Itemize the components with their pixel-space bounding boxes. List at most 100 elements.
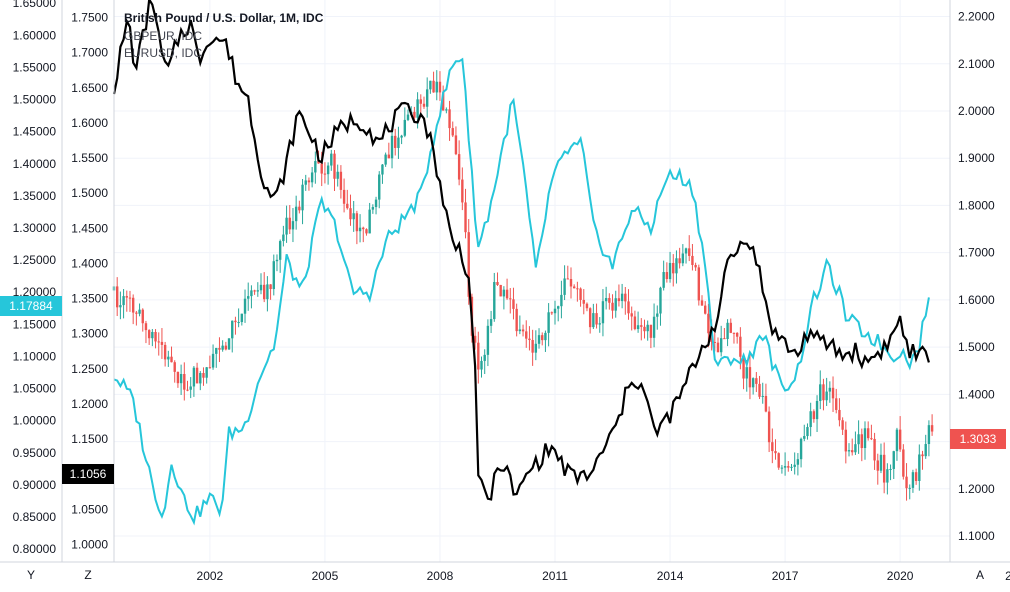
candle-body <box>879 454 883 471</box>
candle-body <box>614 298 617 311</box>
candle-body <box>742 356 745 379</box>
candle-body <box>806 427 809 437</box>
candle-body <box>656 313 659 317</box>
candle-body <box>227 338 231 350</box>
candle-body <box>566 278 569 280</box>
x-axis[interactable]: 2002 2005 2008 2011 2014 2017 2020 202 <box>197 569 1010 583</box>
y-axis-left-inner[interactable]: 1.7500 1.7000 1.6500 1.6000 1.5500 1.5000 1.45… <box>71 11 108 552</box>
candle-body <box>518 329 522 332</box>
candle-body <box>499 284 502 297</box>
candle-body <box>221 345 224 350</box>
candle-body <box>633 316 637 330</box>
candle-body <box>560 294 563 307</box>
candle-body <box>122 296 125 306</box>
y-left-inner-tick: 1.3000 <box>71 327 108 341</box>
y-left-outer-tick: 1.10000 <box>13 349 57 363</box>
candle-body <box>905 476 908 489</box>
candle-body <box>557 306 560 309</box>
candle-body <box>866 428 870 439</box>
candle-body <box>512 299 515 309</box>
candle-body <box>505 289 509 299</box>
candle-body <box>876 460 879 471</box>
candle-body <box>285 217 288 235</box>
candle-body <box>611 302 614 311</box>
candle-body <box>617 298 621 302</box>
candle-body <box>374 199 378 208</box>
corner-label-y[interactable]: Y <box>27 568 35 582</box>
candle-body <box>384 154 387 165</box>
badge-gbpusd-text: 1.3033 <box>960 432 997 446</box>
candle-body <box>243 298 247 314</box>
candle-body <box>211 353 215 368</box>
candle-body <box>764 395 768 412</box>
candle-body <box>863 428 867 449</box>
candle-body <box>323 173 327 175</box>
candle-body <box>694 264 697 268</box>
candle-body <box>537 335 541 344</box>
candle-body <box>819 384 822 401</box>
candle-body <box>534 343 538 353</box>
candle-body <box>688 248 691 256</box>
candle-body <box>659 287 662 314</box>
candle-body <box>684 248 688 254</box>
candle-body <box>598 323 601 325</box>
candle-body <box>259 284 263 291</box>
candle-body <box>921 454 924 457</box>
candle-body <box>183 373 186 390</box>
candle-body <box>854 444 857 453</box>
candle-body <box>403 119 407 136</box>
candle-body <box>192 367 196 387</box>
candle-body <box>672 262 675 274</box>
candle-body <box>735 332 739 337</box>
candle-body <box>914 472 918 481</box>
x-tick: 2017 <box>772 569 799 583</box>
candle-body <box>790 466 793 468</box>
candle-body <box>515 308 518 332</box>
candle-body <box>665 272 669 280</box>
legend-main-title: British Pound / U.S. Dollar, 1M, IDC <box>124 11 324 25</box>
y-left-outer-tick: 1.05000 <box>13 382 57 396</box>
y-left-outer-tick: 1.20000 <box>13 285 57 299</box>
candle-body <box>767 411 771 443</box>
candle-body <box>713 341 716 343</box>
y-left-inner-tick: 1.2500 <box>71 362 108 376</box>
candle-body <box>870 438 873 440</box>
candle-body <box>352 213 355 220</box>
candle-body <box>215 347 218 354</box>
candle-body <box>835 398 838 410</box>
candle-body <box>199 373 202 384</box>
candle-body <box>553 308 557 314</box>
y-left-outer-tick: 0.95000 <box>13 446 57 460</box>
candle-body <box>422 103 426 107</box>
candle-body <box>918 454 921 481</box>
y-left-inner-tick: 1.7500 <box>71 11 108 25</box>
candle-body <box>668 262 672 280</box>
candle-body <box>131 297 135 313</box>
candle-body <box>157 341 160 343</box>
corner-label-a[interactable]: A <box>976 568 984 582</box>
gbpusd-candles <box>112 70 934 501</box>
candle-body <box>716 342 720 353</box>
candle-body <box>429 80 432 90</box>
candle-body <box>860 434 863 449</box>
candle-body <box>662 272 665 288</box>
candle-body <box>288 217 291 230</box>
corner-label-z[interactable]: Z <box>84 568 91 582</box>
candle-body <box>851 450 854 453</box>
candle-body <box>841 420 844 430</box>
candle-body <box>675 258 678 274</box>
candle-body <box>547 312 550 333</box>
candle-body <box>780 467 784 469</box>
candle-body <box>314 161 317 173</box>
candle-body <box>167 356 170 360</box>
candle-body <box>595 313 598 325</box>
candle-body <box>362 227 365 230</box>
candle-body <box>691 255 694 265</box>
candle-body <box>346 203 349 209</box>
y-axis-right[interactable]: 2.2000 2.1000 2.0000 1.9000 1.8000 1.7000 1.60… <box>958 10 995 543</box>
candle-body <box>892 451 895 469</box>
y-axis-left-outer[interactable]: 1.65000 1.60000 1.55000 1.50000 1.45000 1.400… <box>13 0 57 556</box>
y-right-tick: 1.7000 <box>958 246 995 260</box>
y-left-outer-tick: 0.85000 <box>13 510 57 524</box>
